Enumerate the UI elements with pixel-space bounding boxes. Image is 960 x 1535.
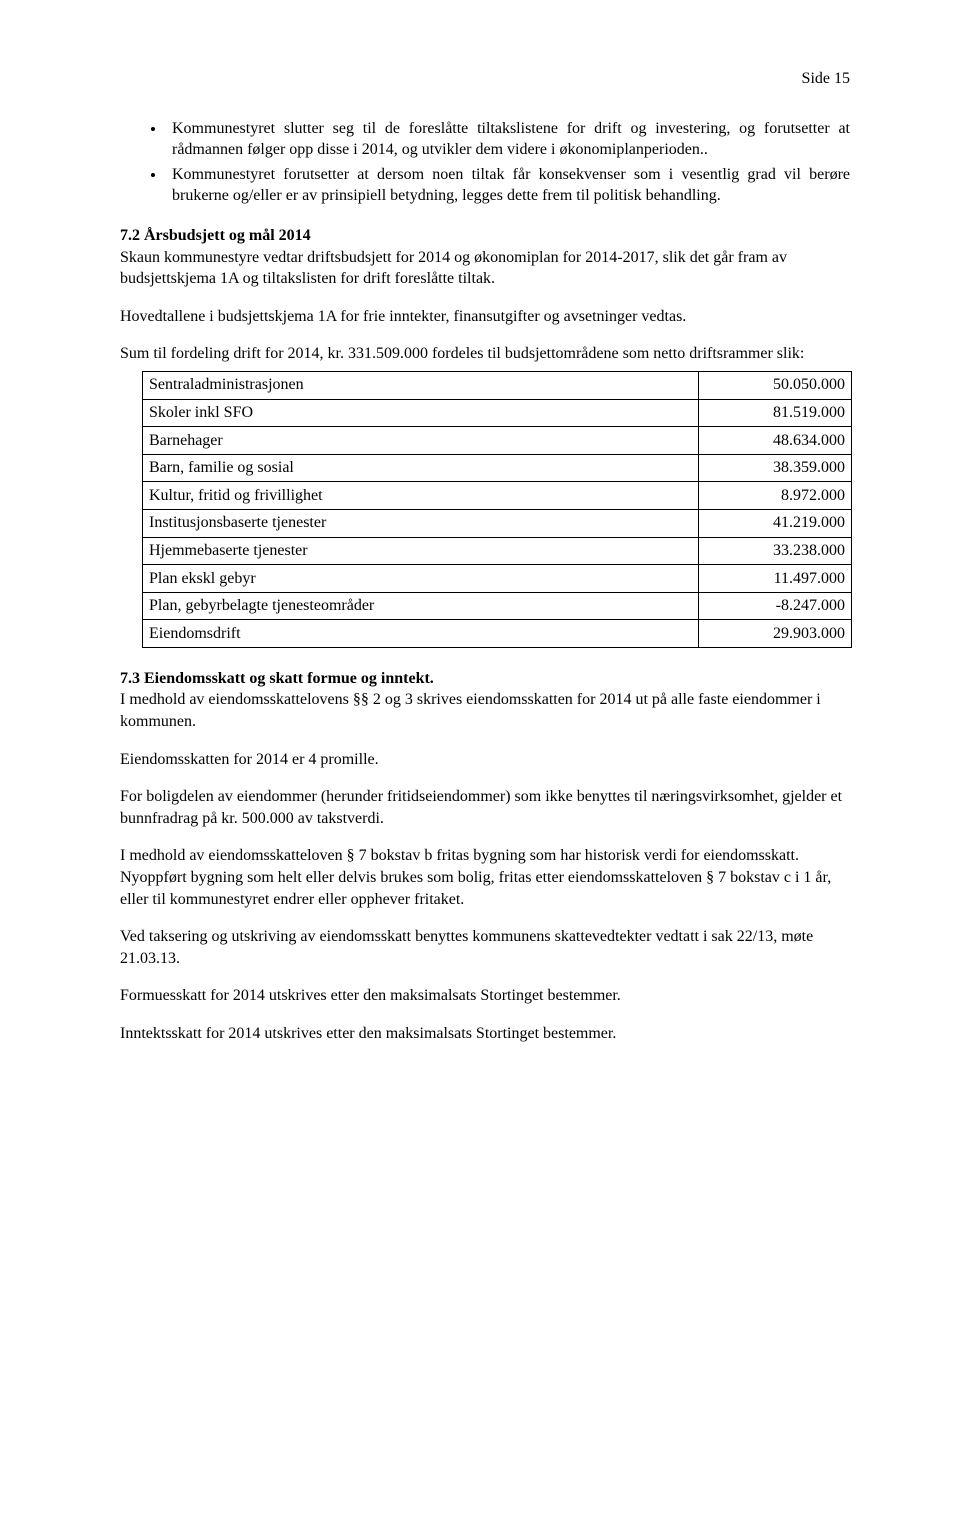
section-7-3-heading: 7.3 Eiendomsskatt og skatt formue og inn…: [120, 670, 434, 687]
bullet-list: Kommunestyret slutter seg til de foreslå…: [120, 118, 850, 207]
table-cell-label: Sentraladministrasjonen: [143, 371, 699, 399]
table-cell-label: Skoler inkl SFO: [143, 399, 699, 427]
table-cell-value: 81.519.000: [699, 399, 852, 427]
table-cell-value: 38.359.000: [699, 454, 852, 482]
table-cell-value: -8.247.000: [699, 592, 852, 620]
table-row: Plan, gebyrbelagte tjenesteområder-8.247…: [143, 592, 852, 620]
section-7-2: 7.2 Årsbudsjett og mål 2014 Skaun kommun…: [120, 225, 850, 290]
table-cell-label: Eiendomsdrift: [143, 620, 699, 648]
table-row: Barnehager48.634.000: [143, 427, 852, 455]
table-cell-value: 29.903.000: [699, 620, 852, 648]
table-row: Institusjonsbaserte tjenester41.219.000: [143, 509, 852, 537]
table-row: Hjemmebaserte tjenester33.238.000: [143, 537, 852, 565]
page-number: Side 15: [120, 68, 850, 90]
paragraph-historic: I medhold av eiendomsskatteloven § 7 bok…: [120, 845, 850, 910]
table-row: Sentraladministrasjonen50.050.000: [143, 371, 852, 399]
table-cell-value: 33.238.000: [699, 537, 852, 565]
table-cell-label: Barnehager: [143, 427, 699, 455]
table-cell-value: 50.050.000: [699, 371, 852, 399]
paragraph-promille: Eiendomsskatten for 2014 er 4 promille.: [120, 749, 850, 771]
paragraph-hovedtall: Hovedtallene i budsjettskjema 1A for fri…: [120, 306, 850, 328]
budget-table: Sentraladministrasjonen50.050.000Skoler …: [142, 371, 852, 648]
bullet-item: Kommunestyret forutsetter at dersom noen…: [166, 164, 850, 207]
bullet-item: Kommunestyret slutter seg til de foreslå…: [166, 118, 850, 161]
table-row: Kultur, fritid og frivillighet8.972.000: [143, 482, 852, 510]
budget-table-body: Sentraladministrasjonen50.050.000Skoler …: [143, 371, 852, 647]
table-cell-label: Barn, familie og sosial: [143, 454, 699, 482]
paragraph-formuesskatt: Formuesskatt for 2014 utskrives etter de…: [120, 985, 850, 1007]
table-row: Barn, familie og sosial38.359.000: [143, 454, 852, 482]
table-row: Skoler inkl SFO81.519.000: [143, 399, 852, 427]
paragraph-sum: Sum til fordeling drift for 2014, kr. 33…: [120, 343, 850, 365]
table-cell-label: Institusjonsbaserte tjenester: [143, 509, 699, 537]
table-cell-value: 41.219.000: [699, 509, 852, 537]
table-row: Eiendomsdrift29.903.000: [143, 620, 852, 648]
table-cell-value: 8.972.000: [699, 482, 852, 510]
section-7-3-body: I medhold av eiendomsskattelovens §§ 2 o…: [120, 691, 821, 730]
paragraph-taksering: Ved taksering og utskriving av eiendomss…: [120, 926, 850, 969]
table-cell-label: Hjemmebaserte tjenester: [143, 537, 699, 565]
paragraph-bolig: For boligdelen av eiendommer (herunder f…: [120, 786, 850, 829]
table-row: Plan ekskl gebyr11.497.000: [143, 565, 852, 593]
table-cell-label: Kultur, fritid og frivillighet: [143, 482, 699, 510]
paragraph-inntektsskatt: Inntektsskatt for 2014 utskrives etter d…: [120, 1023, 850, 1045]
table-cell-value: 48.634.000: [699, 427, 852, 455]
section-7-2-body: Skaun kommunestyre vedtar driftsbudsjett…: [120, 249, 787, 288]
section-7-2-heading: 7.2 Årsbudsjett og mål 2014: [120, 227, 311, 244]
table-cell-label: Plan, gebyrbelagte tjenesteområder: [143, 592, 699, 620]
table-cell-label: Plan ekskl gebyr: [143, 565, 699, 593]
section-7-3: 7.3 Eiendomsskatt og skatt formue og inn…: [120, 668, 850, 733]
table-cell-value: 11.497.000: [699, 565, 852, 593]
